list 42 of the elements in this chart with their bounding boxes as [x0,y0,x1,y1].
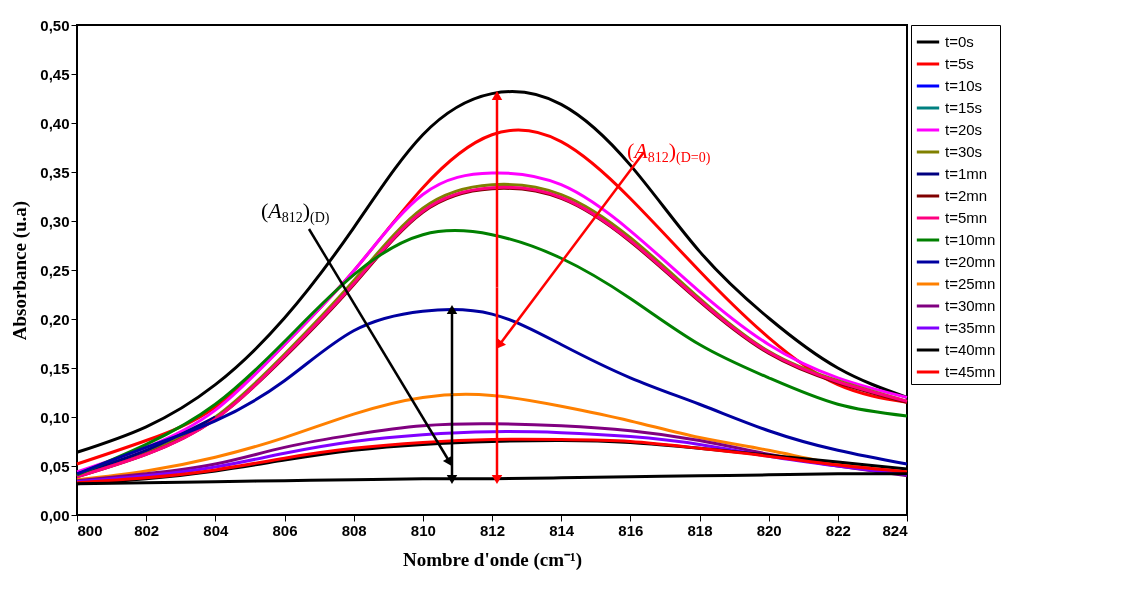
x-tick-label: 812 [479,521,506,539]
y-tick-label: 0,00 [40,506,70,524]
y-tick-label: 0,40 [40,114,70,132]
y-tick-label: 0,30 [40,212,70,230]
legend-label: t=0s [945,33,974,50]
y-tick-label: 0,50 [40,16,70,34]
x-tick-label: 806 [272,521,298,539]
legend-label: t=45mn [945,363,996,380]
legend-label: t=30mn [945,297,996,314]
x-tick-label: 808 [341,521,367,539]
x-tick-label: 824 [882,521,909,539]
legend-label: t=15s [945,99,983,116]
x-tick-label: 814 [549,521,575,539]
legend-label: t=5mn [945,209,988,226]
legend-label: t=5s [945,55,974,72]
x-axis-title: Nombre d'onde (cm⁻¹) [402,548,583,571]
x-tick-label: 816 [618,521,644,539]
y-tick-label: 0,25 [40,261,70,279]
legend-label: t=10mn [945,231,996,248]
x-tick-label: 802 [134,521,160,539]
x-tick-label: 818 [687,521,713,539]
x-tick-label: 820 [756,521,782,539]
legend-label: t=25mn [945,275,996,292]
y-tick-label: 0,45 [40,65,70,83]
legend-label: t=40mn [945,341,996,358]
y-tick-label: 0,35 [40,163,70,181]
legend-label: t=20s [945,121,983,138]
x-tick-label: 822 [825,521,851,539]
x-tick-label: 804 [203,521,229,539]
legend-label: t=20mn [945,253,996,270]
x-tick-label: 800 [77,521,103,539]
y-tick-label: 0,10 [40,408,70,426]
y-tick-label: 0,15 [40,359,70,377]
legend-label: t=1mn [945,165,988,182]
legend-label: t=35mn [945,319,996,336]
y-axis-title: Absorbance (u.a) [9,200,32,341]
legend-label: t=10s [945,77,983,94]
y-tick-label: 0,20 [40,310,70,328]
x-tick-label: 810 [410,521,436,539]
y-tick-label: 0,05 [40,457,70,475]
legend-label: t=2mn [945,187,988,204]
legend-label: t=30s [945,143,983,160]
